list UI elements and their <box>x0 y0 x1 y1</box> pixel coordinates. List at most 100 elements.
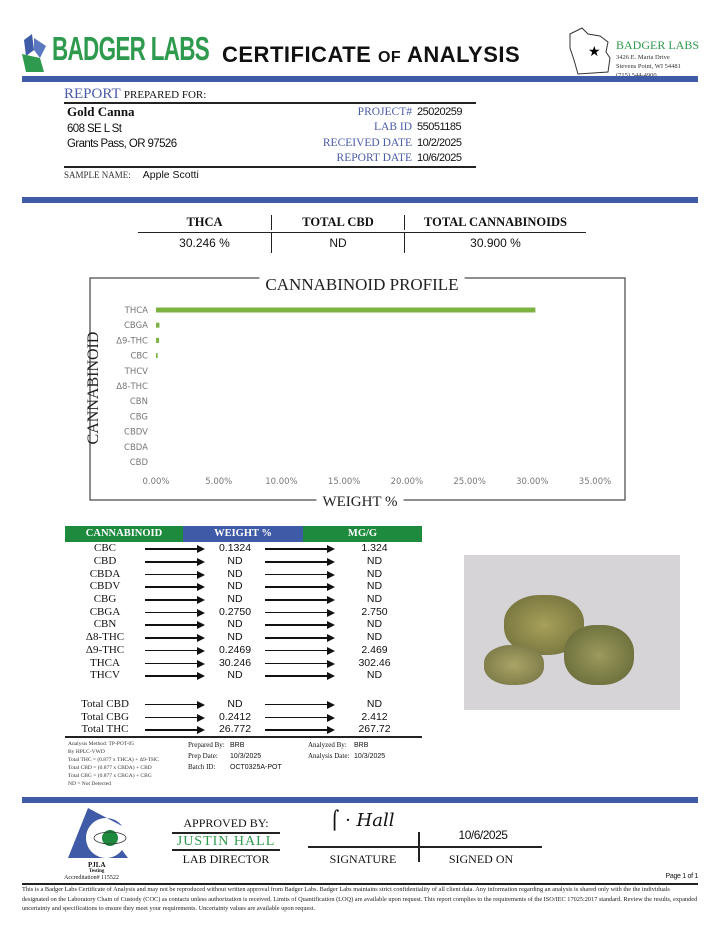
x-axis-label: WEIGHT % <box>322 494 397 510</box>
divider <box>418 832 420 862</box>
arrow-icon <box>265 568 335 580</box>
y-tick-label: CBDA <box>124 443 148 453</box>
x-tick-label: 25.00% <box>453 477 485 487</box>
result-row: CBGA 0.2750 2.750 <box>65 605 422 618</box>
mgg-value: 2.412 <box>361 710 388 723</box>
mgg-value: ND <box>366 697 383 710</box>
arrow-icon <box>145 580 205 592</box>
arrow-icon <box>145 593 205 605</box>
cannabinoid-name: Total THC <box>81 723 129 736</box>
mgg-value: ND <box>366 580 383 593</box>
result-row: Total THC 26.772 267.72 <box>65 723 422 736</box>
sample-name: SAMPLE NAME: Apple Scotti <box>64 169 199 181</box>
cannabinoid-profile-chart: CANNABINOID PROFILE WEIGHT % CANNABINOID TH… <box>85 275 626 512</box>
arrow-icon <box>145 698 205 710</box>
analysis-info: Analyzed By: BRB Analysis Date: 10/3/2025 <box>308 741 386 760</box>
arrow-icon <box>145 568 205 580</box>
weight-value: 0.1324 <box>218 542 252 555</box>
arrow-icon <box>265 542 335 554</box>
header-divider <box>22 76 698 82</box>
section-divider <box>22 197 698 203</box>
x-tick-label: 35.00% <box>579 477 611 487</box>
weight-value: ND <box>227 555 243 568</box>
lab-address: 3426 E. Maria Drive Stevens Point, WI 544… <box>616 54 681 79</box>
arrow-icon <box>145 555 205 567</box>
analysis-notes: Analysis Method: TP-POT-05 By HPLC-VWD Tot… <box>68 741 159 787</box>
arrow-icon <box>145 711 205 723</box>
client-address2: Grants Pass, OR 97526 <box>67 138 177 150</box>
cannabinoid-name: CBC <box>93 542 116 555</box>
y-axis-label: CANNABINOID <box>85 332 102 445</box>
mgg-value: 302.46 <box>358 656 391 669</box>
y-tick-label: Δ9-THC <box>116 336 148 346</box>
weight-value: 0.2412 <box>218 710 252 723</box>
result-row: CBC 0.1324 1.324 <box>65 542 422 555</box>
result-row: CBN ND ND <box>65 618 422 631</box>
cannabinoid-name: THCV <box>90 669 120 682</box>
svg-text:★: ★ <box>588 45 601 60</box>
arrow-icon <box>265 723 335 735</box>
result-row: CBDA ND ND <box>65 567 422 580</box>
client-address1: 608 SE L St <box>67 123 122 135</box>
arrow-icon <box>145 657 205 669</box>
sample-photo <box>464 555 680 710</box>
arrow-icon <box>265 669 335 681</box>
result-row: Δ8-THC ND ND <box>65 631 422 644</box>
cannabinoid-name: THCA <box>90 656 120 669</box>
divider <box>172 832 280 834</box>
weight-value: ND <box>227 669 243 682</box>
y-tick-label: CBGA <box>124 321 148 331</box>
y-tick-label: CBN <box>130 397 148 407</box>
result-row: Total CBG 0.2412 2.412 <box>65 710 422 723</box>
cannabinoid-name: Total CBD <box>81 697 129 710</box>
wisconsin-map-icon: ★ <box>569 27 611 75</box>
signature-image: ⌠ · 𝐻𝑎𝑙𝑙 <box>330 810 395 831</box>
divider <box>172 849 280 851</box>
x-tick-label: 0.00% <box>142 477 169 487</box>
signature-label: SIGNATURE <box>329 852 397 866</box>
result-row: CBG ND ND <box>65 593 422 606</box>
summary-header: THCA <box>186 214 223 229</box>
disclaimer: This is a Badger Labs Certificate of Ana… <box>22 886 698 912</box>
cannabinoid-name: CBGA <box>89 605 121 618</box>
divider <box>65 736 422 738</box>
cannabinoid-name: CBDA <box>89 567 121 580</box>
weight-value: ND <box>227 567 243 580</box>
weight-value: 26.772 <box>218 723 252 736</box>
prep-info: Prepared By: BRB Prep Date: 10/3/2025 Batc… <box>188 741 282 771</box>
chart-title: CANNABINOID PROFILE <box>265 275 458 294</box>
y-tick-label: THCV <box>124 367 149 377</box>
cannabinoid-name: CBD <box>93 555 117 568</box>
arrow-icon <box>265 580 335 592</box>
approver-role: LAB DIRECTOR <box>182 852 270 866</box>
footer-divider <box>22 797 698 803</box>
y-tick-label: CBD <box>130 458 149 468</box>
y-tick-label: Δ8-THC <box>116 382 148 392</box>
brand-name: BADGER LABS <box>52 30 210 67</box>
x-tick-label: 20.00% <box>391 477 423 487</box>
client-name: Gold Canna <box>67 104 135 119</box>
cannabinoid-name: Δ9-THC <box>85 643 125 656</box>
weight-value: 0.2750 <box>218 605 252 618</box>
arrow-icon <box>145 669 205 681</box>
arrow-icon <box>145 618 205 630</box>
arrow-icon <box>265 657 335 669</box>
weight-value: ND <box>227 580 243 593</box>
pjla-label: PJLA <box>88 861 106 869</box>
page-number: Page 1 of 1 <box>665 873 698 880</box>
arrow-icon <box>265 711 335 723</box>
bar-Δ9-THC <box>156 337 160 343</box>
cannabinoid-name: CBG <box>93 593 117 606</box>
col-cannabinoid: CANNABINOID <box>65 526 183 542</box>
result-row: THCV ND ND <box>65 669 422 682</box>
total-cbd-value: ND <box>271 233 404 253</box>
x-tick-label: 30.00% <box>516 477 548 487</box>
result-row: CBD ND ND <box>65 555 422 568</box>
cannabinoid-name: Δ8-THC <box>85 631 125 644</box>
result-row: CBDV ND ND <box>65 580 422 593</box>
signature-line <box>308 846 542 848</box>
accreditation-number: Accreditation# 115522 <box>64 875 119 881</box>
col-weight: WEIGHT % <box>183 526 303 542</box>
weight-value: 0.2469 <box>218 643 252 656</box>
